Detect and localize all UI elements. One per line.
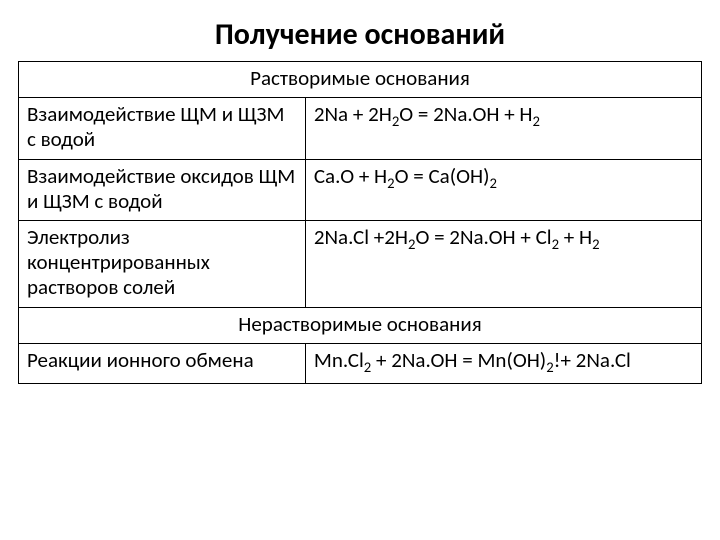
eq-text: + H bbox=[559, 224, 592, 250]
eq-text: O = Ca(OH) bbox=[395, 163, 490, 189]
table-row: Взаимодействие ЩМ и ЩЗМ с водой 2Na + 2H… bbox=[19, 98, 702, 159]
section-soluble-header: Растворимые основания bbox=[19, 62, 702, 98]
method-cell: Взаимодействие оксидов ЩМ и ЩЗМ с водой bbox=[19, 159, 306, 220]
section-header-row: Нерастворимые основания bbox=[19, 307, 702, 343]
eq-text: Ca.O + H bbox=[314, 163, 387, 189]
eq-sub: 2 bbox=[387, 174, 394, 192]
eq-text: 2Na.Cl +2H bbox=[314, 224, 408, 250]
eq-sub: 2 bbox=[592, 235, 599, 253]
section-insoluble-header: Нерастворимые основания bbox=[19, 307, 702, 343]
methods-table: Растворимые основания Взаимодействие ЩМ … bbox=[18, 61, 702, 384]
method-cell: Взаимодействие ЩМ и ЩЗМ с водой bbox=[19, 98, 306, 159]
equation-cell: 2Na + 2H2O = 2Na.OH + H2 bbox=[305, 98, 701, 159]
equation-cell: 2Na.Cl +2H2O = 2Na.OH + Cl2 + H2 bbox=[305, 220, 701, 307]
eq-text: !+ 2Na.Cl bbox=[554, 347, 631, 373]
method-cell: Реакции ионного обмена bbox=[19, 343, 306, 383]
eq-text: O = 2Na.OH + H bbox=[399, 101, 532, 127]
table-row: Реакции ионного обмена Mn.Cl 2 + 2Na.OH =… bbox=[19, 343, 702, 383]
eq-sub: 2 bbox=[489, 174, 496, 192]
equation-cell: Mn.Cl2 + 2Na.OH = Mn(OH)2!+ 2Na.Cl bbox=[305, 343, 701, 383]
page-title: Получение оснований bbox=[18, 16, 702, 53]
method-cell: Электролиз концентрированных растворов с… bbox=[19, 220, 306, 307]
eq-sub: 2 bbox=[532, 112, 539, 130]
table-row: Взаимодействие оксидов ЩМ и ЩЗМ с водой … bbox=[19, 159, 702, 220]
eq-sub: 2 bbox=[552, 235, 559, 253]
eq-sub: 2 bbox=[546, 358, 553, 376]
eq-text: 2Na + 2H bbox=[314, 101, 392, 127]
eq-text: + 2Na.OH = Mn(OH) bbox=[371, 347, 546, 373]
eq-text: O = 2Na.OH + Cl bbox=[415, 224, 551, 250]
equation-cell: Ca.O + H2O = Ca(OH)2 bbox=[305, 159, 701, 220]
section-header-row: Растворимые основания bbox=[19, 62, 702, 98]
eq-text: Mn.Cl bbox=[314, 347, 364, 373]
table-row: Электролиз концентрированных растворов с… bbox=[19, 220, 702, 307]
